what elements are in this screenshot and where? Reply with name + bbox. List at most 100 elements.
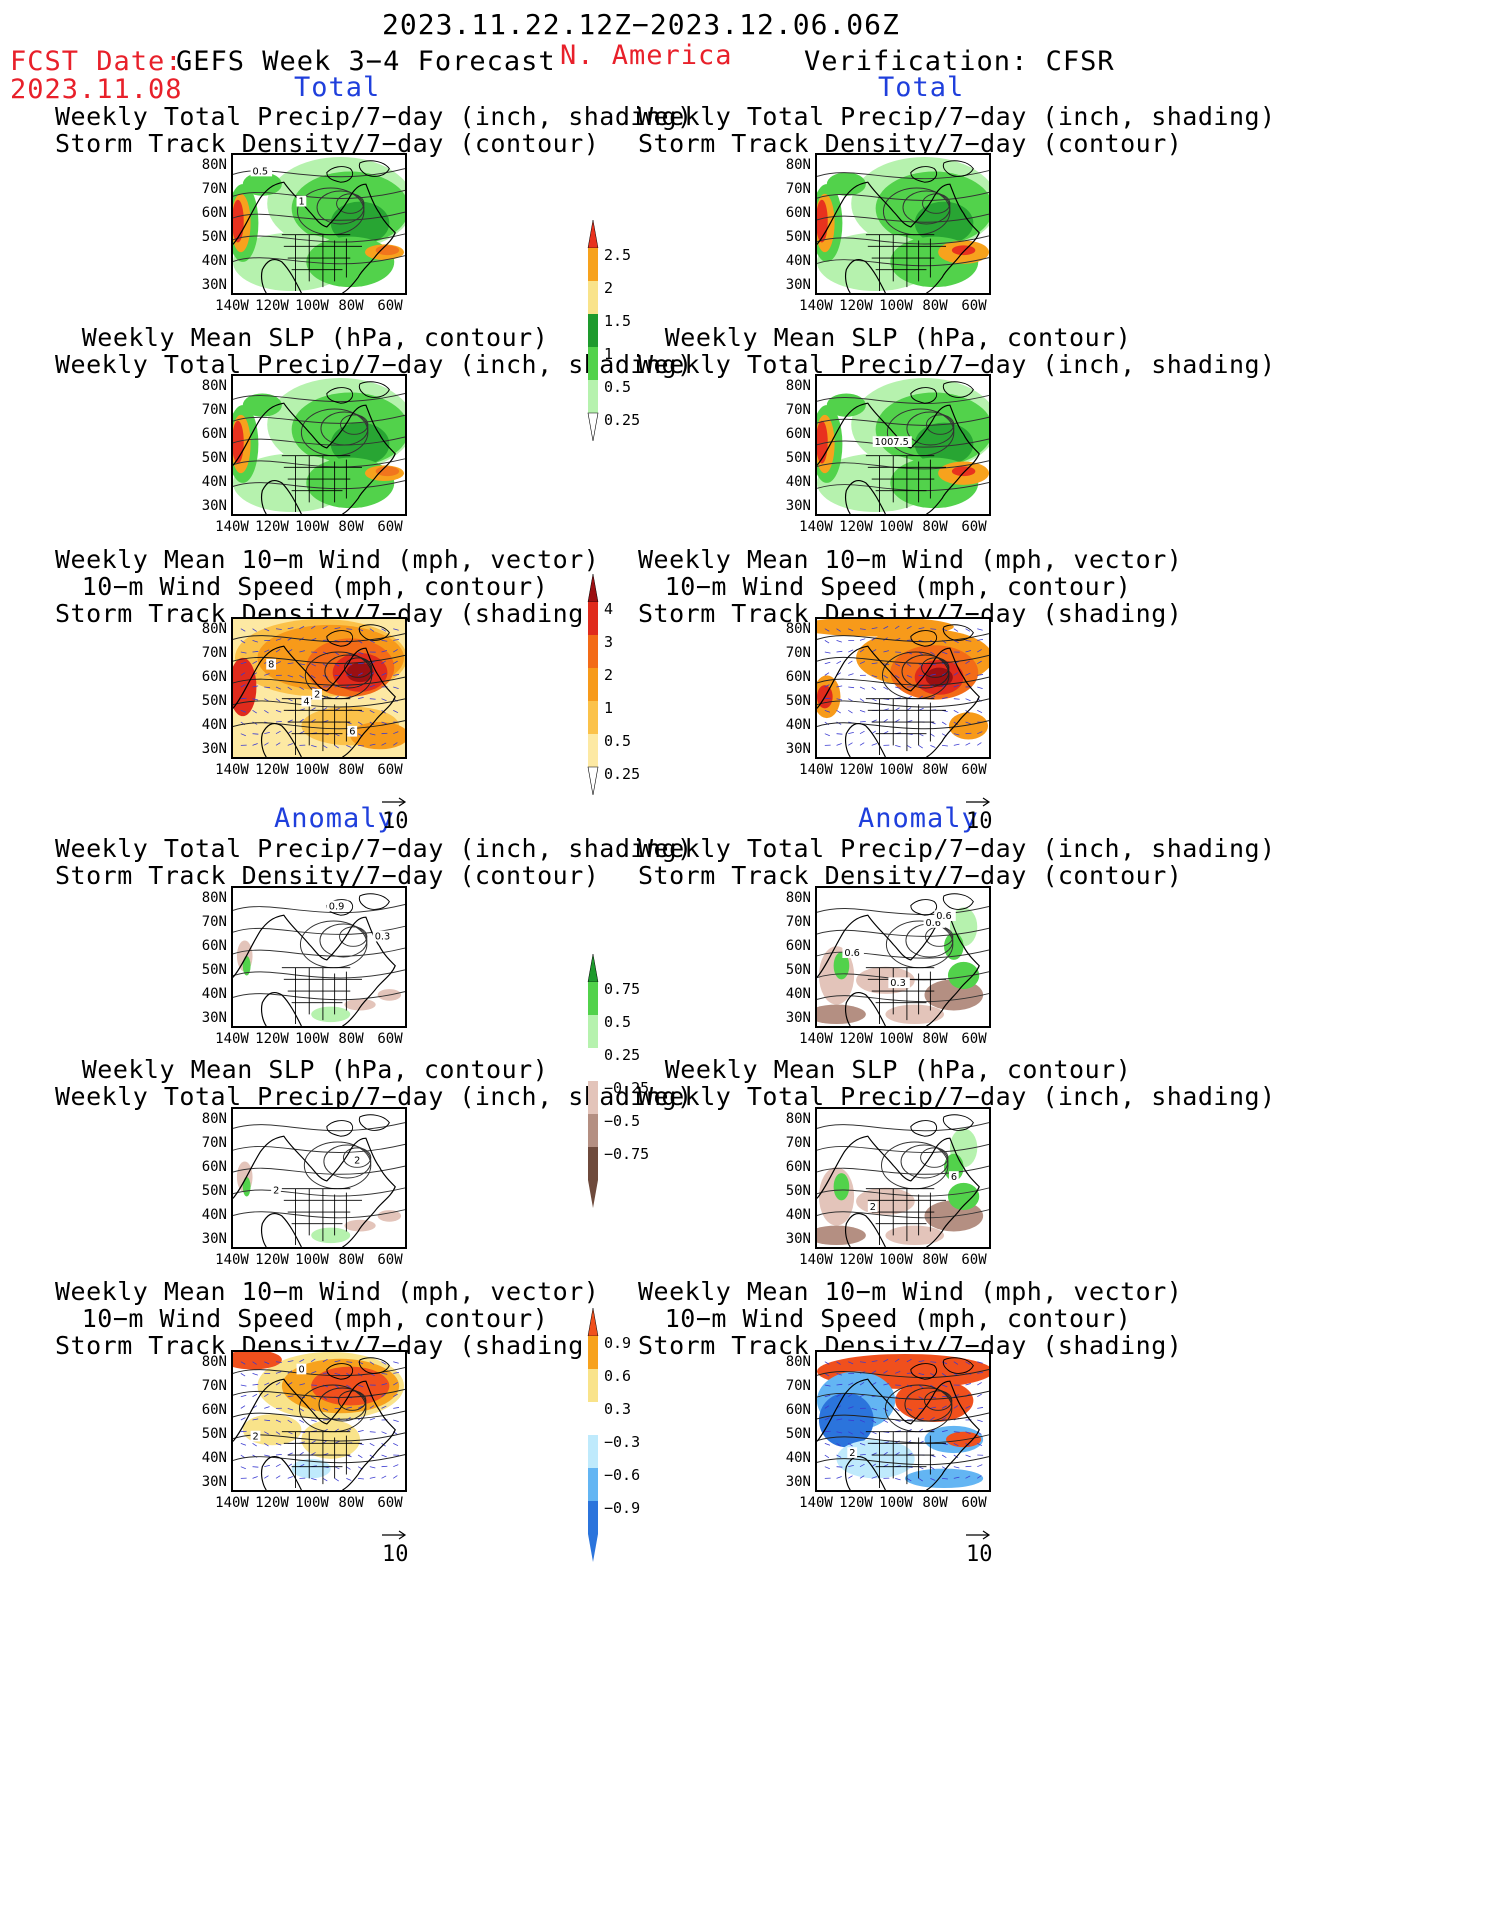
longitude-label: 80W <box>338 762 364 778</box>
map-panel-m4: 1007.5 <box>815 374 991 516</box>
map-panel-m12: 2 <box>815 1350 991 1492</box>
latitude-label: 40N <box>785 986 811 1002</box>
latitude-label: 50N <box>201 1183 227 1199</box>
map-svg-m12: 2 <box>817 1352 989 1490</box>
latitude-label: 80N <box>201 157 227 173</box>
map-panel-m1: 0.5 1 <box>231 153 407 295</box>
latitude-label: 80N <box>201 1111 227 1127</box>
vector-reference: 10 <box>382 788 409 834</box>
caption-anom-precip-storm-left: Weekly Total Precip/7−day (inch, shading… <box>55 834 693 890</box>
contour-label: 0 <box>298 1364 304 1375</box>
latitude-label: 50N <box>201 962 227 978</box>
longitude-label: 80W <box>922 519 948 535</box>
latitude-label: 30N <box>201 498 227 514</box>
longitude-label: 80W <box>338 1031 364 1047</box>
latitude-label: 30N <box>785 498 811 514</box>
longitude-label: 100W <box>295 298 329 314</box>
vector-reference: 10 <box>966 1521 993 1567</box>
latitude-label: 60N <box>201 669 227 685</box>
latitude-label: 80N <box>785 621 811 637</box>
longitude-label: 120W <box>839 1031 873 1047</box>
longitude-label: 60W <box>377 1495 403 1511</box>
total-left-label: Total <box>294 72 381 103</box>
colorbar-tick-label: 0.6 <box>604 1367 632 1385</box>
map-panel-m6 <box>815 617 991 759</box>
latitude-label: 70N <box>201 181 227 197</box>
colorbar-tick-label: 2 <box>604 279 614 297</box>
latitude-label: 70N <box>785 645 811 661</box>
longitude-label: 140W <box>799 762 833 778</box>
latitude-label: 70N <box>785 181 811 197</box>
caption-precip-storm-right: Weekly Total Precip/7−day (inch, shading… <box>638 102 1276 158</box>
vector-reference-label: 10 <box>382 809 409 834</box>
longitude-label: 60W <box>961 1495 987 1511</box>
longitude-label: 100W <box>879 1031 913 1047</box>
latitude-label: 60N <box>785 1402 811 1418</box>
latitude-label: 30N <box>201 741 227 757</box>
latitude-label: 30N <box>201 1010 227 1026</box>
contour-label: 2 <box>314 690 320 701</box>
latitude-label: 40N <box>785 1207 811 1223</box>
latitude-label: 50N <box>785 962 811 978</box>
latitude-label: 50N <box>785 450 811 466</box>
colorbar-tick-label: −0.9 <box>604 1499 641 1517</box>
latitude-label: 70N <box>201 645 227 661</box>
longitude-label: 120W <box>839 519 873 535</box>
latitude-label: 40N <box>201 253 227 269</box>
latitude-label: 30N <box>201 1231 227 1247</box>
longitude-label: 80W <box>338 1252 364 1268</box>
colorbar-tick-label: −0.6 <box>604 1466 641 1484</box>
latitude-label: 60N <box>201 938 227 954</box>
longitude-label: 60W <box>961 1252 987 1268</box>
colorbar-tick-label: 0.5 <box>604 378 632 396</box>
latitude-label: 80N <box>785 1354 811 1370</box>
longitude-label: 140W <box>215 1252 249 1268</box>
longitude-label: 100W <box>295 1252 329 1268</box>
longitude-label: 100W <box>295 1031 329 1047</box>
longitude-label: 80W <box>338 519 364 535</box>
contour-label: 2 <box>273 1186 279 1197</box>
contour-label: 1007.5 <box>875 437 909 448</box>
longitude-label: 100W <box>295 762 329 778</box>
colorbar-tick-label: 0.25 <box>604 1046 641 1064</box>
longitude-label: 140W <box>799 1031 833 1047</box>
longitude-label: 140W <box>215 1495 249 1511</box>
contour-label: 0.9 <box>329 901 345 912</box>
vector-reference: 10 <box>382 1521 409 1567</box>
latitude-label: 50N <box>201 229 227 245</box>
colorbar-tick-label: 0.3 <box>604 1400 632 1418</box>
longitude-label: 120W <box>255 519 289 535</box>
contour-label: 8 <box>268 660 274 671</box>
region-title: N. America <box>560 40 733 71</box>
caption-anom-slp-precip-right: Weekly Mean SLP (hPa, contour) Weekly To… <box>638 1055 1276 1111</box>
map-svg-m4: 1007.5 <box>817 376 989 514</box>
latitude-label: 80N <box>785 378 811 394</box>
contour-label: 0.6 <box>844 948 860 959</box>
colorbar-tick-label: 2.5 <box>604 246 632 264</box>
total-right-label: Total <box>878 72 965 103</box>
longitude-label: 60W <box>377 762 403 778</box>
contour-label: 0.6 <box>925 918 941 929</box>
latitude-label: 70N <box>785 402 811 418</box>
longitude-label: 60W <box>377 1252 403 1268</box>
colorbar-tick-label: 1.5 <box>604 312 632 330</box>
longitude-label: 120W <box>255 762 289 778</box>
longitude-label: 60W <box>377 1031 403 1047</box>
latitude-label: 70N <box>785 914 811 930</box>
longitude-label: 120W <box>255 1252 289 1268</box>
caption-anom-slp-precip-left: Weekly Mean SLP (hPa, contour) Weekly To… <box>55 1055 693 1111</box>
colorbar-tick-label: −0.25 <box>604 1079 650 1097</box>
latitude-label: 50N <box>201 1426 227 1442</box>
contour-label: 6 <box>349 727 355 738</box>
map-svg-m10: 62 <box>817 1109 989 1247</box>
longitude-label: 140W <box>799 1252 833 1268</box>
longitude-label: 140W <box>215 519 249 535</box>
latitude-label: 30N <box>785 1231 811 1247</box>
colorbar-tick-label: −0.3 <box>604 1433 641 1451</box>
map-svg-m8: 0.60.60.30.6 <box>817 888 989 1026</box>
colorbar-tick-label: 3 <box>604 633 614 651</box>
map-panel-m3 <box>231 374 407 516</box>
latitude-label: 70N <box>201 1378 227 1394</box>
fcst-date-label: FCST Date: <box>10 46 183 77</box>
